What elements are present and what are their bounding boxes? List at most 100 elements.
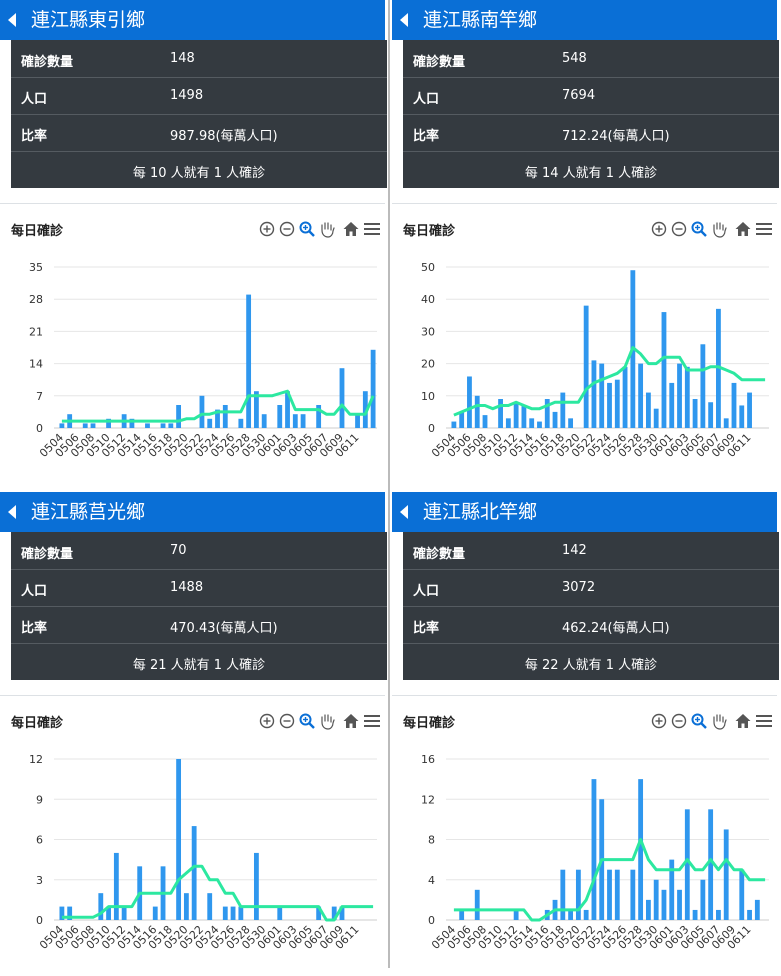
home-icon[interactable] bbox=[342, 220, 360, 238]
home-icon[interactable] bbox=[734, 712, 752, 730]
bar[interactable] bbox=[708, 809, 714, 920]
bar[interactable] bbox=[238, 418, 244, 428]
bar[interactable] bbox=[253, 852, 259, 920]
zoom-out-icon[interactable] bbox=[278, 712, 296, 730]
bar[interactable] bbox=[106, 906, 111, 920]
zoom-reset-icon[interactable] bbox=[298, 712, 316, 730]
bar[interactable] bbox=[67, 906, 73, 920]
bar[interactable] bbox=[684, 809, 690, 920]
bar[interactable] bbox=[747, 392, 752, 428]
bar[interactable] bbox=[207, 418, 213, 428]
bar[interactable] bbox=[316, 906, 322, 920]
bar[interactable] bbox=[692, 909, 698, 920]
bar[interactable] bbox=[513, 909, 519, 920]
menu-icon[interactable] bbox=[755, 220, 773, 238]
bar[interactable] bbox=[222, 906, 228, 920]
bar[interactable] bbox=[731, 382, 737, 428]
bar[interactable] bbox=[474, 889, 480, 920]
bar[interactable] bbox=[692, 399, 698, 428]
bar[interactable] bbox=[607, 382, 612, 428]
bar[interactable] bbox=[370, 349, 376, 428]
bar[interactable] bbox=[160, 423, 166, 428]
bar[interactable] bbox=[145, 423, 150, 428]
bar[interactable] bbox=[152, 906, 158, 920]
bar[interactable] bbox=[575, 869, 581, 920]
bar[interactable] bbox=[708, 402, 714, 428]
bar[interactable] bbox=[622, 366, 628, 428]
bar[interactable] bbox=[285, 391, 290, 428]
bar[interactable] bbox=[331, 906, 337, 920]
bar[interactable] bbox=[191, 826, 197, 920]
bar[interactable] bbox=[716, 909, 721, 920]
bar[interactable] bbox=[355, 414, 360, 428]
bar[interactable] bbox=[583, 305, 589, 428]
pan-hand-icon[interactable] bbox=[710, 712, 728, 730]
bar[interactable] bbox=[222, 405, 228, 428]
home-icon[interactable] bbox=[342, 712, 360, 730]
bar[interactable] bbox=[459, 411, 465, 428]
bar[interactable] bbox=[129, 418, 135, 428]
bar[interactable] bbox=[59, 906, 65, 920]
bar[interactable] bbox=[599, 363, 605, 428]
menu-icon[interactable] bbox=[363, 220, 381, 238]
menu-icon[interactable] bbox=[755, 712, 773, 730]
bar[interactable] bbox=[168, 423, 174, 428]
bar[interactable] bbox=[723, 418, 729, 428]
back-arrow-icon[interactable] bbox=[8, 13, 16, 27]
bar[interactable] bbox=[176, 405, 182, 428]
bar[interactable] bbox=[529, 418, 535, 428]
zoom-out-icon[interactable] bbox=[278, 220, 296, 238]
bar[interactable] bbox=[82, 423, 88, 428]
zoom-in-icon[interactable] bbox=[258, 220, 276, 238]
bar[interactable] bbox=[645, 899, 651, 920]
bar[interactable] bbox=[467, 376, 472, 428]
pan-hand-icon[interactable] bbox=[318, 712, 336, 730]
bar[interactable] bbox=[591, 360, 597, 428]
bar[interactable] bbox=[614, 869, 620, 920]
bar[interactable] bbox=[277, 906, 283, 920]
bar[interactable] bbox=[90, 423, 96, 428]
zoom-in-icon[interactable] bbox=[650, 712, 668, 730]
bar[interactable] bbox=[747, 909, 752, 920]
bar[interactable] bbox=[316, 405, 322, 428]
back-arrow-icon[interactable] bbox=[8, 505, 16, 519]
bar[interactable] bbox=[684, 366, 690, 428]
bar[interactable] bbox=[300, 414, 306, 428]
bar[interactable] bbox=[638, 363, 644, 428]
zoom-out-icon[interactable] bbox=[670, 712, 688, 730]
bar[interactable] bbox=[638, 779, 644, 920]
bar[interactable] bbox=[669, 382, 675, 428]
bar[interactable] bbox=[723, 829, 729, 920]
bar[interactable] bbox=[183, 893, 189, 920]
bar[interactable] bbox=[362, 391, 368, 428]
bar[interactable] bbox=[560, 869, 566, 920]
bar[interactable] bbox=[498, 399, 503, 428]
bar[interactable] bbox=[505, 418, 511, 428]
bar[interactable] bbox=[513, 402, 519, 428]
bar[interactable] bbox=[700, 879, 706, 920]
bar[interactable] bbox=[230, 906, 236, 920]
bar[interactable] bbox=[246, 294, 252, 428]
bar[interactable] bbox=[238, 906, 244, 920]
bar[interactable] bbox=[253, 391, 259, 428]
bar[interactable] bbox=[754, 899, 760, 920]
bar[interactable] bbox=[739, 405, 745, 428]
zoom-out-icon[interactable] bbox=[670, 220, 688, 238]
zoom-reset-icon[interactable] bbox=[690, 220, 708, 238]
bar[interactable] bbox=[339, 368, 345, 428]
zoom-in-icon[interactable] bbox=[650, 220, 668, 238]
bar[interactable] bbox=[451, 421, 457, 428]
bar[interactable] bbox=[568, 909, 574, 920]
bar[interactable] bbox=[653, 879, 659, 920]
pan-hand-icon[interactable] bbox=[710, 220, 728, 238]
pan-hand-icon[interactable] bbox=[318, 220, 336, 238]
bar[interactable] bbox=[607, 869, 612, 920]
zoom-reset-icon[interactable] bbox=[298, 220, 316, 238]
bar[interactable] bbox=[591, 779, 597, 920]
bar[interactable] bbox=[661, 312, 667, 428]
back-arrow-icon[interactable] bbox=[400, 505, 408, 519]
bar[interactable] bbox=[614, 379, 620, 428]
bar[interactable] bbox=[568, 418, 574, 428]
bar[interactable] bbox=[474, 395, 480, 428]
bar[interactable] bbox=[552, 411, 558, 428]
